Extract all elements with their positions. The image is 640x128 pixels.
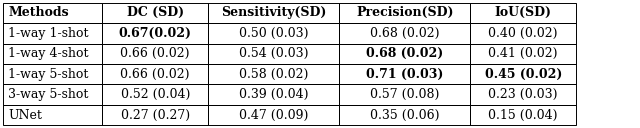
- Bar: [339, 23, 470, 44]
- Text: 0.35 (0.06): 0.35 (0.06): [370, 109, 440, 122]
- Bar: [339, 84, 470, 105]
- Text: DC (SD): DC (SD): [127, 6, 184, 19]
- Text: UNet: UNet: [8, 109, 42, 122]
- Bar: [470, 23, 576, 44]
- Bar: [339, 64, 470, 84]
- Bar: [470, 3, 576, 23]
- Text: 0.68 (0.02): 0.68 (0.02): [366, 47, 444, 60]
- Bar: [208, 23, 339, 44]
- Bar: [339, 44, 470, 64]
- Text: 0.52 (0.04): 0.52 (0.04): [120, 88, 190, 101]
- Bar: [208, 64, 339, 84]
- Bar: [208, 3, 339, 23]
- Text: 0.67(0.02): 0.67(0.02): [118, 27, 192, 40]
- Bar: [208, 105, 339, 125]
- Bar: [3, 64, 102, 84]
- Text: 0.58 (0.02): 0.58 (0.02): [239, 68, 308, 81]
- Bar: [102, 44, 208, 64]
- Bar: [208, 44, 339, 64]
- Text: 1-way 5-shot: 1-way 5-shot: [8, 68, 89, 81]
- Bar: [102, 105, 208, 125]
- Text: 0.45 (0.02): 0.45 (0.02): [484, 68, 562, 81]
- Text: 3-way 5-shot: 3-way 5-shot: [8, 88, 89, 101]
- Bar: [102, 23, 208, 44]
- Text: 0.39 (0.04): 0.39 (0.04): [239, 88, 308, 101]
- Text: 0.57 (0.08): 0.57 (0.08): [370, 88, 440, 101]
- Text: 0.71 (0.03): 0.71 (0.03): [366, 68, 444, 81]
- Bar: [3, 44, 102, 64]
- Bar: [3, 23, 102, 44]
- Text: 0.27 (0.27): 0.27 (0.27): [120, 109, 190, 122]
- Bar: [102, 3, 208, 23]
- Bar: [470, 64, 576, 84]
- Text: 1-way 4-shot: 1-way 4-shot: [8, 47, 89, 60]
- Text: 0.66 (0.02): 0.66 (0.02): [120, 68, 190, 81]
- Text: 0.66 (0.02): 0.66 (0.02): [120, 47, 190, 60]
- Text: 0.41 (0.02): 0.41 (0.02): [488, 47, 558, 60]
- Bar: [339, 3, 470, 23]
- Text: 0.40 (0.02): 0.40 (0.02): [488, 27, 558, 40]
- Text: Precision(SD): Precision(SD): [356, 6, 454, 19]
- Text: 0.54 (0.03): 0.54 (0.03): [239, 47, 308, 60]
- Text: Sensitivity(SD): Sensitivity(SD): [221, 6, 326, 19]
- Text: 0.47 (0.09): 0.47 (0.09): [239, 109, 308, 122]
- Text: 0.23 (0.03): 0.23 (0.03): [488, 88, 558, 101]
- Bar: [102, 64, 208, 84]
- Bar: [3, 84, 102, 105]
- Text: 0.15 (0.04): 0.15 (0.04): [488, 109, 558, 122]
- Bar: [470, 84, 576, 105]
- Bar: [102, 84, 208, 105]
- Text: Methods: Methods: [8, 6, 69, 19]
- Text: 0.68 (0.02): 0.68 (0.02): [370, 27, 440, 40]
- Bar: [339, 105, 470, 125]
- Text: 1-way 1-shot: 1-way 1-shot: [8, 27, 89, 40]
- Bar: [3, 3, 102, 23]
- Bar: [470, 44, 576, 64]
- Bar: [470, 105, 576, 125]
- Bar: [208, 84, 339, 105]
- Text: 0.50 (0.03): 0.50 (0.03): [239, 27, 308, 40]
- Text: IoU(SD): IoU(SD): [495, 6, 552, 19]
- Bar: [3, 105, 102, 125]
